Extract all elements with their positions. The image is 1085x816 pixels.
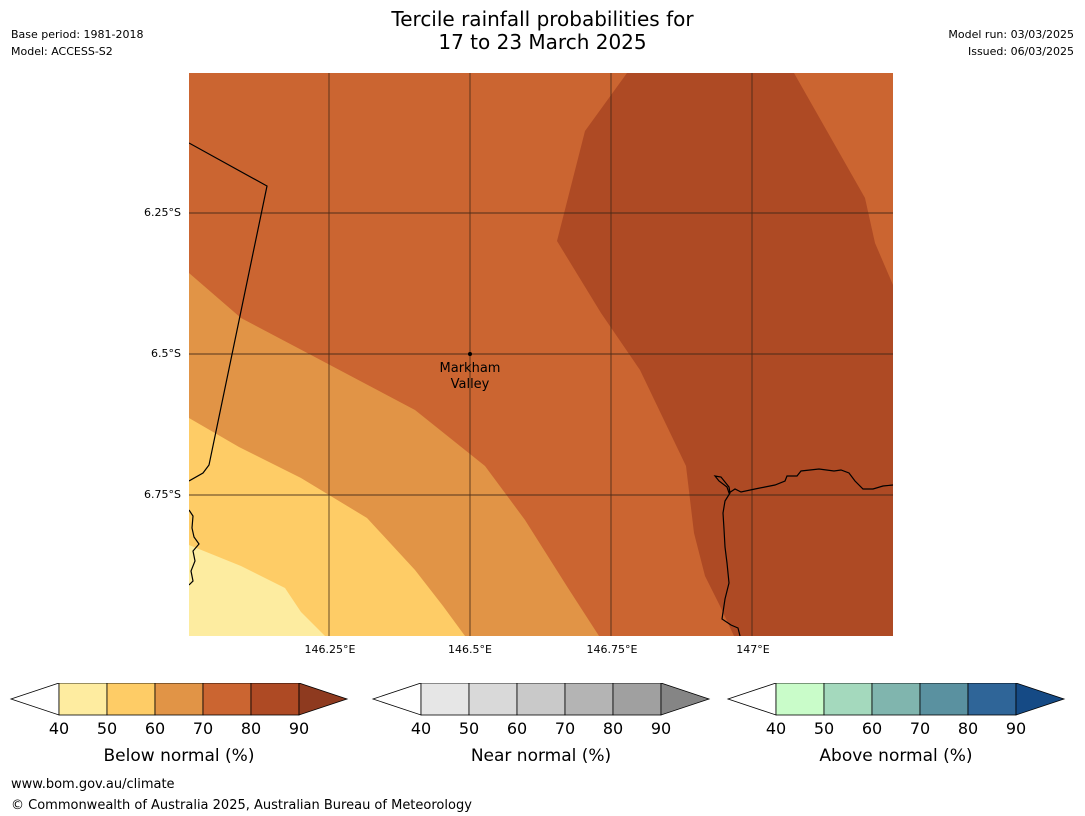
legend-tick-label: 80 xyxy=(603,719,623,738)
legend-tick-label: 60 xyxy=(862,719,882,738)
legend-tick-label: 60 xyxy=(507,719,527,738)
legend-swatch xyxy=(967,683,1017,716)
legend-tick-label: 60 xyxy=(145,719,165,738)
legend-tick-label: 50 xyxy=(97,719,117,738)
lat-label-6-75: 6.75°S xyxy=(144,488,181,501)
lat-label-6-25: 6.25°S xyxy=(144,206,181,219)
location-label-line-2: Valley xyxy=(451,377,490,392)
legend-tick-label: 80 xyxy=(958,719,978,738)
legend-extend-high xyxy=(298,683,349,716)
meta-left: Base period: 1981-2018 Model: ACCESS-S2 xyxy=(11,26,143,60)
chart-title: Tercile rainfall probabilities for 17 to… xyxy=(0,8,1085,54)
footer-copyright: © Commonwealth of Australia 2025, Austra… xyxy=(11,798,472,813)
legend-swatch xyxy=(775,683,825,716)
legend-tick-label: 90 xyxy=(1006,719,1026,738)
legend-tick-label: 90 xyxy=(289,719,309,738)
legend-near-normal: 40 50 60 70 80 90 Near normal (%) xyxy=(371,683,711,766)
legend-tick-label: 40 xyxy=(411,719,431,738)
issued-date: Issued: 06/03/2025 xyxy=(967,45,1074,58)
legend-title: Above normal (%) xyxy=(819,746,972,766)
legend-above-normal: 40 50 60 70 80 90 Above normal (%) xyxy=(726,683,1066,766)
legend-swatch xyxy=(420,683,470,716)
legend-swatch xyxy=(823,683,873,716)
legend-tick-label: 50 xyxy=(459,719,479,738)
legend-swatch xyxy=(516,683,566,716)
legend-swatch xyxy=(919,683,969,716)
legend-tick-label: 70 xyxy=(193,719,213,738)
legend-extend-high xyxy=(1015,683,1066,716)
legend-tick-label: 40 xyxy=(49,719,69,738)
legend-swatch xyxy=(154,683,204,716)
coastline-east xyxy=(713,468,893,636)
border-line xyxy=(189,142,268,482)
legend-swatch xyxy=(58,683,108,716)
legend-extend-low xyxy=(371,683,422,716)
legend-swatch xyxy=(202,683,252,716)
legend-below-normal: 40 50 60 70 80 90 Below normal (%) xyxy=(9,683,349,766)
legend-swatch xyxy=(106,683,156,716)
model-run: Model run: 03/03/2025 xyxy=(948,28,1074,41)
legend-tick-label: 50 xyxy=(814,719,834,738)
title-line-2: 17 to 23 March 2025 xyxy=(438,30,647,54)
boundaries xyxy=(189,142,893,636)
base-period: Base period: 1981-2018 xyxy=(11,28,144,41)
legend-swatch xyxy=(612,683,662,716)
footer-url[interactable]: www.bom.gov.au/climate xyxy=(11,777,175,792)
lon-label-147: 147°E xyxy=(736,643,770,656)
location-label-line-1: Markham xyxy=(440,361,501,376)
lon-label-146-25: 146.25°E xyxy=(304,643,356,656)
colorbar-legends: 40 50 60 70 80 90 Below normal (%) 40 50 60 70 80 9… xyxy=(9,683,1066,766)
legend-tick-label: 70 xyxy=(910,719,930,738)
location-marker xyxy=(468,352,472,356)
legend-swatch xyxy=(564,683,614,716)
zone-40-50 xyxy=(189,545,325,636)
title-line-1: Tercile rainfall probabilities for xyxy=(391,7,694,31)
legend-extend-high xyxy=(660,683,711,716)
legend-tick-label: 40 xyxy=(766,719,786,738)
legend-tick-label: 80 xyxy=(241,719,261,738)
legend-title: Near normal (%) xyxy=(471,746,611,766)
legend-extend-low xyxy=(726,683,777,716)
meta-right: Model run: 03/03/2025 Issued: 06/03/2025 xyxy=(948,26,1074,60)
legend-swatch xyxy=(871,683,921,716)
legend-swatch xyxy=(250,683,300,716)
lon-label-146-5: 146.5°E xyxy=(448,643,492,656)
footer: www.bom.gov.au/climate © Commonwealth of… xyxy=(11,774,472,816)
legend-title: Below normal (%) xyxy=(104,746,255,766)
lon-label-146-75: 146.75°E xyxy=(586,643,638,656)
model-name: Model: ACCESS-S2 xyxy=(11,45,113,58)
legend-tick-label: 70 xyxy=(555,719,575,738)
lat-label-6-5: 6.5°S xyxy=(151,347,181,360)
coastline-west xyxy=(189,509,200,586)
legend-swatch xyxy=(468,683,518,716)
legend-extend-low xyxy=(9,683,60,716)
probability-map: Markham Valley xyxy=(189,73,893,636)
legend-tick-label: 90 xyxy=(651,719,671,738)
